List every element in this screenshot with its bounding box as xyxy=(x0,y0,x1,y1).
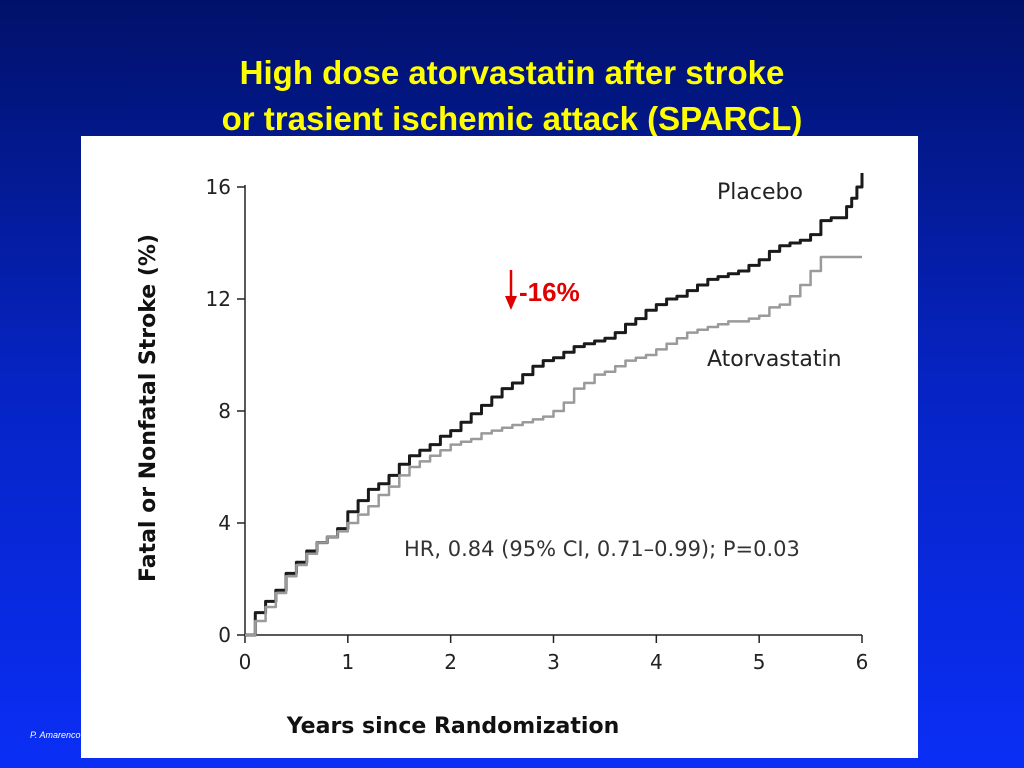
placebo-line xyxy=(245,173,864,637)
slide-title-line-2: or trasient ischemic attack (SPARCL) xyxy=(221,100,803,137)
y-tick-label: 12 xyxy=(206,287,231,311)
y-tick-label: 16 xyxy=(206,175,231,199)
y-tick-label: 0 xyxy=(218,623,231,647)
chart-labels: Fatal or Nonfatal Stroke (%) Years since… xyxy=(136,180,842,739)
x-tick-label: 6 xyxy=(856,650,869,674)
x-tick-label: 0 xyxy=(239,650,252,674)
x-tick-label: 2 xyxy=(444,650,457,674)
chart-panel: 0 1 2 3 4 5 6 0 4 8 12 16 Fatal or Nonfatal Stroke … xyxy=(81,136,918,758)
citation-text: P. Amarenco xyxy=(30,730,81,740)
hazard-ratio-annotation: HR, 0.84 (95% CI, 0.71–0.99); P=0.03 xyxy=(404,537,800,561)
y-axis-label: Fatal or Nonfatal Stroke (%) xyxy=(136,234,161,582)
y-tick-label: 4 xyxy=(218,511,231,535)
series-lines xyxy=(245,173,864,637)
slide-title: High dose atorvastatin after stroke or t… xyxy=(0,50,1024,142)
x-tick-label: 4 xyxy=(650,650,663,674)
atorvastatin-line xyxy=(245,255,862,637)
x-tick-label: 3 xyxy=(547,650,560,674)
x-axis-label: Years since Randomization xyxy=(286,714,619,739)
x-tick-label: 5 xyxy=(753,650,766,674)
y-tick-label: 8 xyxy=(218,399,231,423)
slide-title-line-1: High dose atorvastatin after stroke xyxy=(239,54,785,91)
x-tick-label: 1 xyxy=(341,650,354,674)
sparcl-watermark: SPARCL xyxy=(86,198,208,231)
reduction-label: -16% xyxy=(519,277,580,307)
reduction-arrow-icon xyxy=(505,270,517,310)
legend-placebo-label: Placebo xyxy=(717,180,803,205)
legend-atorvastatin-label: Atorvastatin xyxy=(707,347,842,372)
